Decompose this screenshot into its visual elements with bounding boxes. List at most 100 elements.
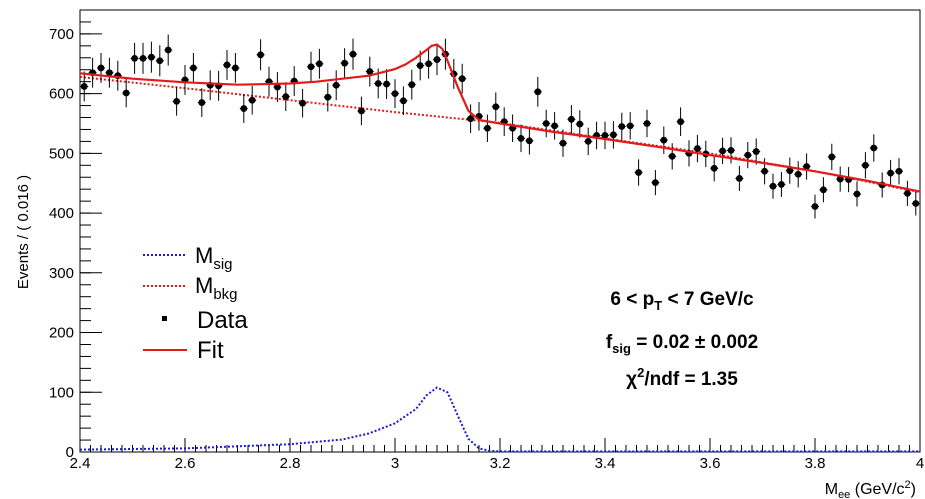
data-point — [307, 51, 315, 82]
data-marker — [862, 161, 869, 169]
data-point — [584, 127, 593, 156]
legend-entry-background: Mbkg — [143, 273, 238, 303]
data-point — [155, 45, 164, 77]
data-point — [122, 78, 131, 108]
data-point — [365, 56, 374, 87]
data-point — [575, 110, 584, 138]
data-point — [777, 171, 786, 197]
data-point — [802, 153, 811, 180]
legend: Msig Mbkg Data Fit — [143, 243, 248, 364]
data-marker — [912, 200, 920, 207]
data-marker — [752, 148, 760, 155]
data-point — [206, 70, 215, 101]
data-point — [609, 121, 618, 149]
data-marker — [820, 186, 827, 194]
data-point — [239, 94, 248, 123]
data-marker — [433, 56, 441, 63]
data-marker — [719, 147, 726, 155]
data-point — [794, 161, 803, 188]
data-marker — [836, 175, 844, 183]
background-curve — [79, 75, 921, 194]
y-tick-label: 300 — [49, 265, 74, 282]
data-point — [718, 137, 727, 165]
fit-annotations: 6 < pT < 7 GeV/c fsig = 0.02 ± 0.002 χ2/… — [606, 289, 758, 390]
x-tick-label: 3.4 — [595, 455, 616, 472]
data-marker — [223, 61, 231, 69]
data-point — [290, 66, 299, 97]
x-tick-label: 3.6 — [700, 455, 721, 472]
data-marker — [341, 59, 348, 67]
data-point — [298, 88, 307, 118]
x-tick-label: 4 — [916, 455, 924, 472]
x-axis-label: Mee (GeV/c2) — [825, 479, 916, 499]
data-marker — [895, 167, 903, 175]
data-point — [844, 167, 853, 193]
data-point — [349, 38, 357, 70]
data-marker — [492, 103, 500, 111]
x-tick-label: 2.8 — [280, 455, 301, 472]
signal-fraction-annotation: fsig = 0.02 ± 0.002 — [606, 332, 758, 356]
data-point — [903, 180, 912, 206]
data-point — [223, 50, 231, 80]
plot-frame — [79, 9, 921, 453]
data-marker — [408, 81, 416, 89]
data-point — [819, 177, 828, 203]
data-marker — [727, 146, 735, 154]
data-marker — [332, 81, 340, 89]
data-point — [743, 142, 752, 169]
data-marker — [626, 122, 634, 130]
data-point — [508, 114, 517, 143]
data-point — [533, 76, 542, 107]
data-point — [911, 191, 920, 216]
data-marker — [240, 105, 248, 112]
data-point — [80, 71, 89, 102]
data-marker — [736, 175, 743, 182]
data-point — [197, 88, 206, 117]
data-marker — [324, 93, 332, 101]
data-point — [256, 39, 265, 71]
data-marker — [425, 60, 432, 68]
data-marker — [652, 179, 659, 187]
data-point — [105, 57, 114, 88]
data-point — [88, 57, 97, 88]
data-point — [172, 87, 181, 116]
data-marker — [198, 99, 206, 106]
legend-data-marker — [162, 316, 167, 321]
data-marker — [164, 46, 172, 54]
data-point — [315, 48, 324, 79]
data-point — [626, 112, 635, 140]
x-tick-label: 2.4 — [70, 455, 91, 472]
data-marker — [559, 139, 567, 147]
data-point — [567, 104, 576, 134]
data-point — [113, 60, 122, 91]
data-point — [693, 134, 702, 163]
data-point — [491, 92, 500, 122]
signal-curve-layer — [79, 386, 920, 453]
data-point — [483, 114, 492, 143]
data-point — [769, 173, 777, 199]
legend-background-label: Mbkg — [195, 273, 238, 303]
data-marker — [80, 83, 88, 90]
data-marker — [299, 99, 306, 107]
data-marker — [887, 169, 894, 177]
data-point — [836, 166, 845, 192]
data-point — [181, 64, 189, 95]
x-tick-label: 3.8 — [805, 455, 826, 472]
data-marker — [803, 163, 810, 170]
data-marker — [156, 57, 164, 65]
data-point — [886, 159, 895, 187]
data-marker — [778, 181, 785, 188]
data-point — [374, 68, 383, 99]
data-point — [550, 112, 559, 140]
legend-fit-label: Fit — [197, 337, 224, 364]
data-point — [601, 121, 609, 150]
data-point — [676, 107, 685, 137]
data-point — [265, 66, 273, 97]
data-marker — [383, 80, 390, 88]
data-marker — [551, 122, 558, 130]
data-point — [592, 121, 601, 150]
data-marker — [744, 151, 752, 159]
background-curve-layer — [79, 75, 921, 194]
data-point — [617, 112, 626, 141]
data-marker — [526, 137, 533, 145]
